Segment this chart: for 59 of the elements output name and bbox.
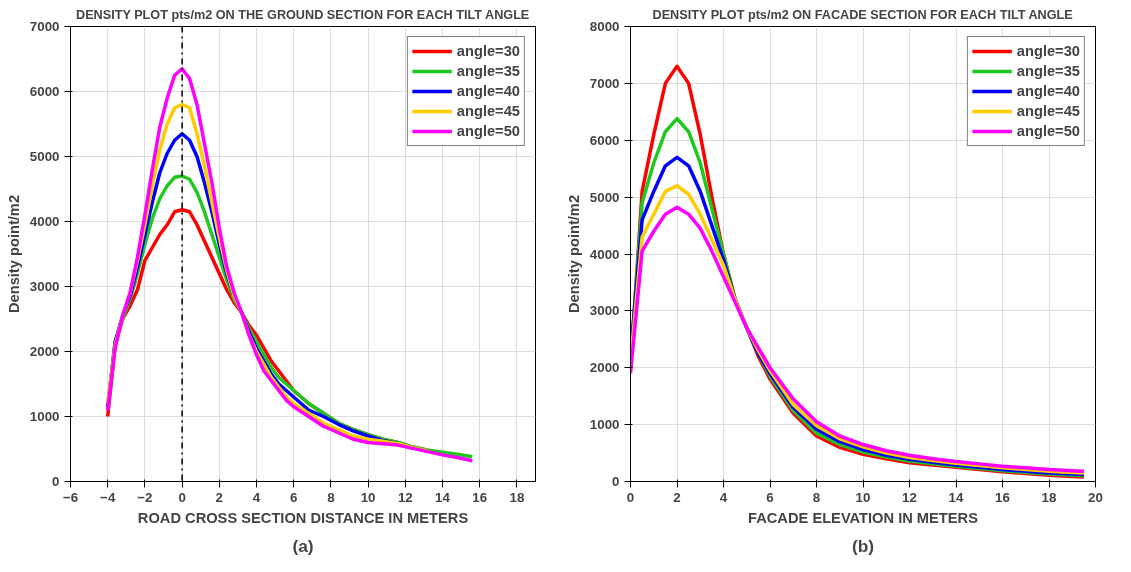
y-tick-label: 2000 xyxy=(29,344,60,359)
y-tick-label: 2000 xyxy=(589,360,620,376)
x-tick-label: 6 xyxy=(766,489,774,505)
x-tick-label: 2 xyxy=(215,489,224,505)
y-tick-label: 8000 xyxy=(589,19,620,34)
y-tick-label: 6000 xyxy=(29,84,60,99)
y-tick-label: 0 xyxy=(52,474,60,489)
y-tick-label: 3000 xyxy=(589,303,620,319)
y-tick-label: 7000 xyxy=(29,19,60,34)
x-tick-label: 10 xyxy=(855,489,871,505)
legend-label: angle=50 xyxy=(456,123,520,139)
x-tick-label: 14 xyxy=(435,489,451,505)
x-tick-label: 6 xyxy=(289,489,298,505)
y-tick-label: 1000 xyxy=(29,409,60,424)
x-tick-label: 0 xyxy=(178,489,186,505)
y-tick-label: 5000 xyxy=(589,189,620,205)
x-tick-label: 4 xyxy=(252,489,261,505)
x-tick-label: 20 xyxy=(1088,489,1103,505)
x-tick-label: −6 xyxy=(62,489,79,505)
y-tick-label: 0 xyxy=(612,474,620,489)
legend-label: angle=45 xyxy=(456,103,520,119)
x-tick-label: 12 xyxy=(397,489,413,505)
x-tick-label: 14 xyxy=(948,489,964,505)
x-tick-label: 16 xyxy=(995,489,1010,505)
x-tick-label: 18 xyxy=(509,489,525,505)
x-tick-label: −2 xyxy=(137,489,153,505)
y-axis-title: Density point/m2 xyxy=(5,194,22,314)
x-tick-label: 12 xyxy=(902,489,917,505)
x-tick-label: 0 xyxy=(626,489,635,505)
x-tick-label: 4 xyxy=(719,489,728,505)
y-tick-label: 3000 xyxy=(29,279,60,294)
legend-label: angle=35 xyxy=(1016,63,1080,79)
legend-label: angle=45 xyxy=(1016,103,1080,119)
x-axis-title: FACADE ELEVATION IN METERS xyxy=(748,509,979,526)
x-tick-label: 8 xyxy=(812,489,821,505)
y-axis-title: Density point/m2 xyxy=(565,194,582,314)
legend-label: angle=30 xyxy=(1016,43,1080,59)
legend-label: angle=30 xyxy=(456,43,520,59)
x-tick-label: 18 xyxy=(1041,489,1057,505)
legend-label: angle=40 xyxy=(456,83,520,99)
chart-title: DENSITY PLOT pts/m2 ON FACADE SECTION FOR EACH TILT ANGLE xyxy=(652,7,1073,22)
y-tick-label: 6000 xyxy=(589,132,620,148)
legend-label: angle=40 xyxy=(1016,83,1080,99)
x-tick-label: −4 xyxy=(100,489,116,505)
y-tick-label: 4000 xyxy=(589,246,620,262)
y-tick-label: 7000 xyxy=(589,75,620,91)
legend-label: angle=35 xyxy=(456,63,520,79)
text: (a) xyxy=(292,535,314,556)
y-tick-label: 4000 xyxy=(29,214,60,229)
x-tick-label: 16 xyxy=(472,489,488,505)
x-tick-label: 8 xyxy=(327,489,335,505)
x-axis-title: ROAD CROSS SECTION DISTANCE IN METERS xyxy=(137,509,469,526)
legend-label: angle=50 xyxy=(1016,123,1080,139)
x-tick-label: 10 xyxy=(360,489,376,505)
text: (b) xyxy=(851,535,875,556)
x-tick-label: 2 xyxy=(673,489,681,505)
y-tick-label: 5000 xyxy=(29,149,60,164)
y-tick-label: 1000 xyxy=(589,417,620,433)
chart-title: DENSITY PLOT pts/m2 ON THE GROUND SECTION FOR EACH TILT ANGLE xyxy=(76,7,530,22)
